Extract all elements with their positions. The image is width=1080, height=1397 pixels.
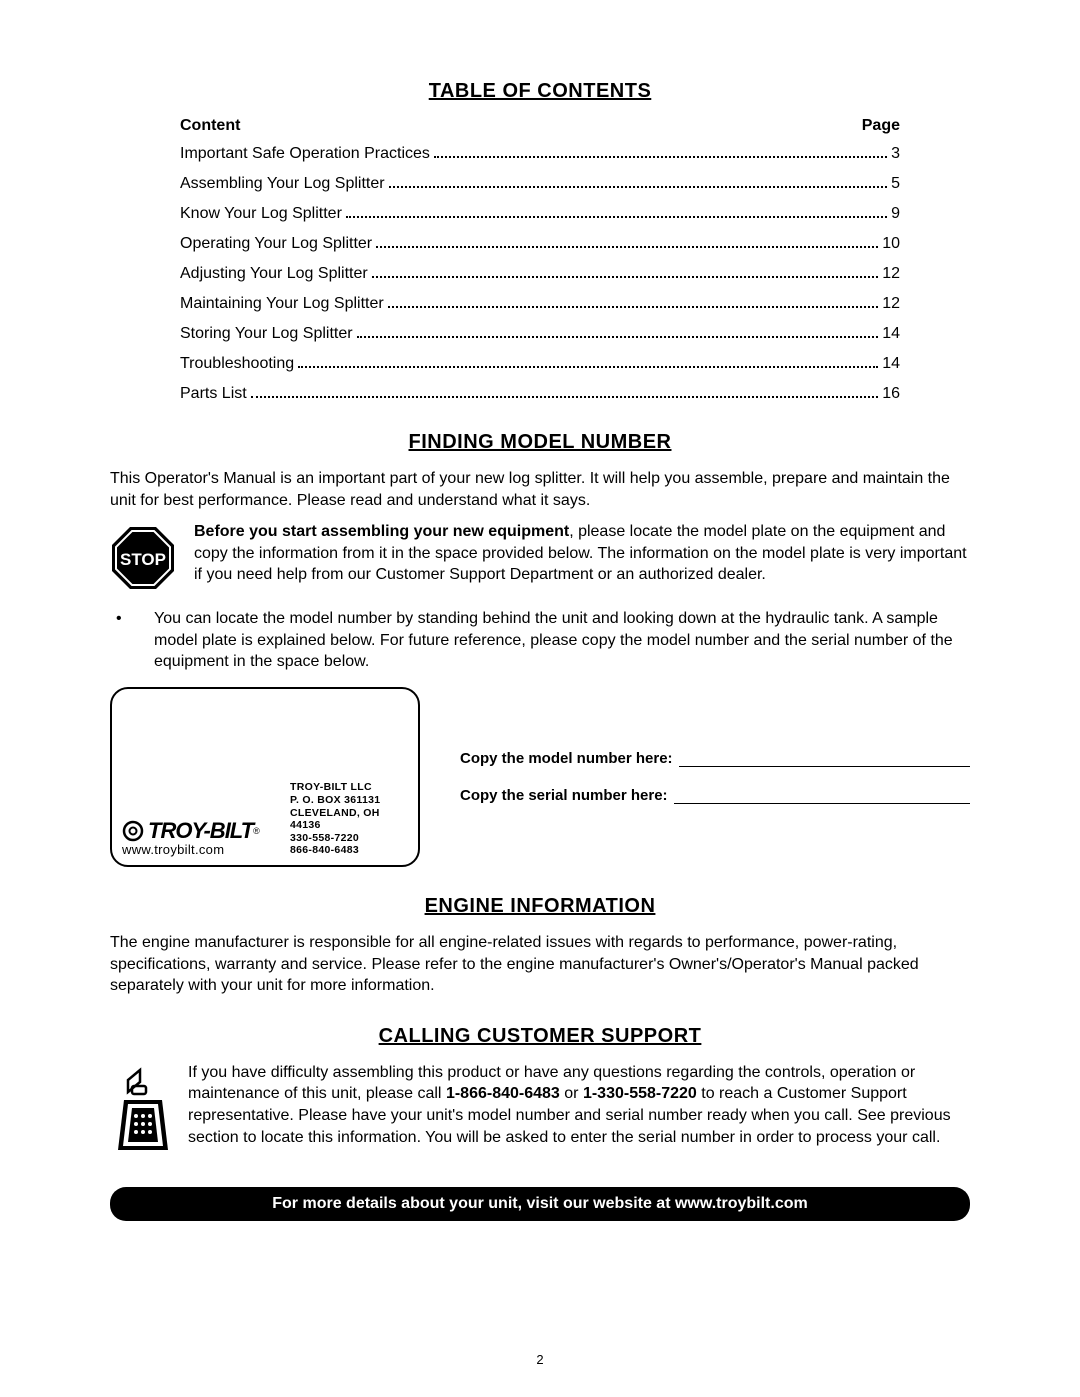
plate-address: TROY-BILT LLC P. O. BOX 361131 CLEVELAND… — [290, 781, 408, 857]
toc-list: Important Safe Operation Practices 3 Asse… — [110, 145, 970, 403]
support-phone1: 1-866-840-6483 — [446, 1085, 560, 1102]
toc-title: Important Safe Operation Practices — [180, 145, 430, 163]
toc-row: Important Safe Operation Practices 3 — [180, 145, 900, 163]
toc-leader-dots — [434, 156, 887, 158]
bullet-text: You can locate the model number by stand… — [154, 608, 970, 673]
support-heading: CALLING CUSTOMER SUPPORT — [110, 1025, 970, 1048]
phone-icon — [110, 1066, 176, 1159]
toc-col-page: Page — [862, 117, 900, 135]
toc-leader-dots — [251, 396, 879, 398]
toc-title: Parts List — [180, 385, 247, 403]
support-text: If you have difficulty assembling this p… — [188, 1062, 970, 1148]
toc-row: Storing Your Log Splitter 14 — [180, 325, 900, 343]
registered-mark-icon: ® — [253, 826, 260, 836]
toc-title: Know Your Log Splitter — [180, 205, 342, 223]
svg-text:STOP: STOP — [120, 550, 166, 569]
copy-serial-line: Copy the serial number here: — [460, 787, 970, 804]
stop-row: STOP Before you start assembling your ne… — [110, 521, 970, 596]
toc-page: 12 — [882, 295, 900, 313]
toc-page: 16 — [882, 385, 900, 403]
toc-title: Operating Your Log Splitter — [180, 235, 372, 253]
toc-leader-dots — [389, 186, 888, 188]
plate-line: TROY-BILT LLC — [290, 781, 408, 794]
toc-title: Assembling Your Log Splitter — [180, 175, 385, 193]
support-section: CALLING CUSTOMER SUPPORT If you have dif… — [110, 1025, 970, 1159]
engine-heading: ENGINE INFORMATION — [110, 895, 970, 918]
toc-leader-dots — [357, 336, 879, 338]
plate-url: www.troybilt.com — [122, 842, 290, 857]
toc-heading: TABLE OF CONTENTS — [110, 80, 970, 103]
write-in-rule — [674, 792, 970, 804]
toc-page: 5 — [891, 175, 900, 193]
page-number: 2 — [0, 1352, 1080, 1367]
copy-model-line: Copy the model number here: — [460, 750, 970, 767]
plate-row: TROY-BILT® www.troybilt.com TROY-BILT LL… — [110, 687, 970, 867]
toc-page: 9 — [891, 205, 900, 223]
toc-row: Parts List 16 — [180, 385, 900, 403]
toc-page: 14 — [882, 325, 900, 343]
toc-leader-dots — [388, 306, 879, 308]
gear-icon — [122, 820, 144, 842]
copy-serial-label: Copy the serial number here: — [460, 787, 668, 804]
toc-leader-dots — [376, 246, 878, 248]
support-phone2: 1-330-558-7220 — [583, 1085, 697, 1102]
toc-col-content: Content — [180, 117, 240, 135]
toc-leader-dots — [372, 276, 879, 278]
engine-section: ENGINE INFORMATION The engine manufactur… — [110, 895, 970, 997]
copy-model-label: Copy the model number here: — [460, 750, 673, 767]
bullet-marker: • — [110, 608, 154, 673]
plate-line: CLEVELAND, OH 44136 — [290, 807, 408, 832]
toc-row: Operating Your Log Splitter 10 — [180, 235, 900, 253]
toc-page: 12 — [882, 265, 900, 283]
plate-line: 330-558-7220 — [290, 832, 408, 845]
toc-row: Troubleshooting 14 — [180, 355, 900, 373]
toc-header-row: Content Page — [110, 117, 970, 135]
plate-line: P. O. BOX 361131 — [290, 794, 408, 807]
finding-intro: This Operator's Manual is an important p… — [110, 468, 970, 511]
plate-brand: TROY-BILT — [148, 818, 253, 844]
toc-row: Adjusting Your Log Splitter 12 — [180, 265, 900, 283]
copy-lines: Copy the model number here: Copy the ser… — [420, 730, 970, 824]
toc-title: Troubleshooting — [180, 355, 294, 373]
toc-row: Know Your Log Splitter 9 — [180, 205, 900, 223]
toc-leader-dots — [346, 216, 887, 218]
finding-section: FINDING MODEL NUMBER This Operator's Man… — [110, 431, 970, 867]
plate-logo: TROY-BILT® — [122, 818, 290, 844]
toc-title: Adjusting Your Log Splitter — [180, 265, 368, 283]
stop-bold: Before you start assembling your new equ… — [194, 523, 569, 540]
stop-sign-icon: STOP — [110, 525, 176, 596]
engine-text: The engine manufacturer is responsible f… — [110, 932, 970, 997]
bullet-row: • You can locate the model number by sta… — [110, 608, 970, 673]
toc-title: Maintaining Your Log Splitter — [180, 295, 384, 313]
toc-title: Storing Your Log Splitter — [180, 325, 353, 343]
plate-line: 866-840-6483 — [290, 844, 408, 857]
toc-leader-dots — [298, 366, 878, 368]
support-mid: or — [560, 1085, 583, 1102]
toc-row: Maintaining Your Log Splitter 12 — [180, 295, 900, 313]
toc-page: 10 — [882, 235, 900, 253]
toc-row: Assembling Your Log Splitter 5 — [180, 175, 900, 193]
toc-page: 3 — [891, 145, 900, 163]
write-in-rule — [679, 755, 970, 767]
toc-page: 14 — [882, 355, 900, 373]
model-plate: TROY-BILT® www.troybilt.com TROY-BILT LL… — [110, 687, 420, 867]
stop-text: Before you start assembling your new equ… — [194, 521, 970, 586]
footer-bar: For more details about your unit, visit … — [110, 1187, 970, 1221]
finding-heading: FINDING MODEL NUMBER — [110, 431, 970, 454]
